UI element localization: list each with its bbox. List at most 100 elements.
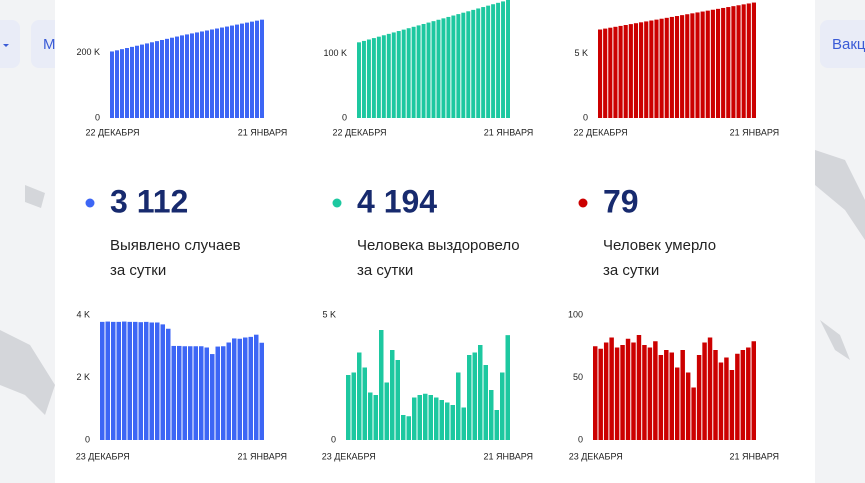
bar xyxy=(185,34,189,118)
bar xyxy=(451,15,456,119)
stat-dot xyxy=(578,198,588,208)
bar xyxy=(396,31,401,118)
bar xyxy=(746,347,751,440)
bar xyxy=(741,4,746,118)
bar xyxy=(130,46,134,118)
y-tick-label: 0 xyxy=(85,434,90,444)
bar xyxy=(751,341,756,440)
x-tick-label: 22 ДЕКАБРЯ xyxy=(85,127,139,137)
bar xyxy=(361,40,366,118)
bar xyxy=(346,375,351,440)
bar xyxy=(456,14,461,118)
bar xyxy=(180,35,184,118)
bar xyxy=(250,21,254,119)
x-tick-label: 22 ДЕКАБРЯ xyxy=(574,127,628,137)
bar xyxy=(466,11,471,118)
bar xyxy=(177,345,182,440)
bar xyxy=(144,321,149,440)
bar xyxy=(461,12,466,118)
bar xyxy=(391,32,396,119)
bar xyxy=(149,322,154,440)
bar xyxy=(140,44,144,119)
bar xyxy=(501,1,506,118)
bar xyxy=(366,39,371,118)
bar xyxy=(166,328,171,440)
bar xyxy=(381,35,386,118)
bar xyxy=(100,321,105,440)
bar xyxy=(644,21,649,119)
bar xyxy=(362,367,367,440)
bar xyxy=(664,17,669,118)
bar xyxy=(105,321,110,440)
stat-value: 3 112 xyxy=(110,183,188,219)
bar xyxy=(690,13,695,119)
bar xyxy=(675,367,680,440)
y-tick-label: 5 K xyxy=(574,48,588,58)
bar xyxy=(598,29,603,118)
nav-button[interactable] xyxy=(820,20,865,68)
bar xyxy=(230,25,234,118)
bar xyxy=(685,14,690,119)
bar xyxy=(416,25,421,118)
bar xyxy=(116,321,121,440)
bar xyxy=(700,11,705,118)
bar xyxy=(138,322,143,440)
bar xyxy=(680,15,685,119)
bar xyxy=(472,352,477,440)
bar xyxy=(232,338,237,440)
bar xyxy=(259,342,264,440)
bar xyxy=(609,337,614,440)
bar xyxy=(205,30,209,118)
bar xyxy=(729,370,735,440)
bar xyxy=(483,365,488,440)
bar xyxy=(715,8,721,119)
bar xyxy=(751,2,756,119)
bar xyxy=(395,360,400,440)
bar xyxy=(260,19,264,119)
bar xyxy=(220,27,224,118)
y-tick-label: 0 xyxy=(342,112,347,122)
bar xyxy=(225,26,229,118)
bar xyxy=(481,7,486,118)
dropdown-button[interactable] xyxy=(0,20,20,68)
bar xyxy=(631,342,636,440)
bar xyxy=(446,16,451,118)
stat-label: Выявлено случаев xyxy=(110,237,241,254)
bar xyxy=(603,28,608,119)
bar xyxy=(150,42,154,118)
bar xyxy=(658,355,664,440)
bar xyxy=(685,372,691,440)
bar xyxy=(406,416,411,440)
bar xyxy=(417,395,422,440)
bar xyxy=(664,350,669,440)
bar xyxy=(412,397,417,440)
bar xyxy=(384,382,389,440)
dropdown-arrow xyxy=(3,44,9,47)
bar xyxy=(406,28,411,118)
bar xyxy=(357,352,362,440)
nav-label[interactable]: Вакц xyxy=(832,36,865,53)
bar xyxy=(357,42,361,118)
bar xyxy=(628,24,633,118)
bar xyxy=(461,407,466,440)
x-tick-label: 21 ЯНВАРЯ xyxy=(238,127,288,137)
bar xyxy=(649,20,654,118)
bar xyxy=(439,400,444,440)
bar xyxy=(642,345,647,440)
bar xyxy=(160,324,165,440)
bar xyxy=(476,8,481,118)
bar xyxy=(133,321,138,440)
x-tick-label: 21 ЯНВАРЯ xyxy=(483,451,533,461)
bar xyxy=(746,3,751,119)
bar xyxy=(110,51,114,118)
bar xyxy=(240,23,244,119)
bar xyxy=(702,342,707,440)
nav-label[interactable]: М xyxy=(43,36,56,53)
bar xyxy=(243,337,248,440)
bar xyxy=(127,321,132,440)
bar xyxy=(210,29,214,118)
bar xyxy=(620,345,625,440)
bar xyxy=(171,345,176,440)
bar xyxy=(226,342,231,440)
bar xyxy=(434,397,439,440)
